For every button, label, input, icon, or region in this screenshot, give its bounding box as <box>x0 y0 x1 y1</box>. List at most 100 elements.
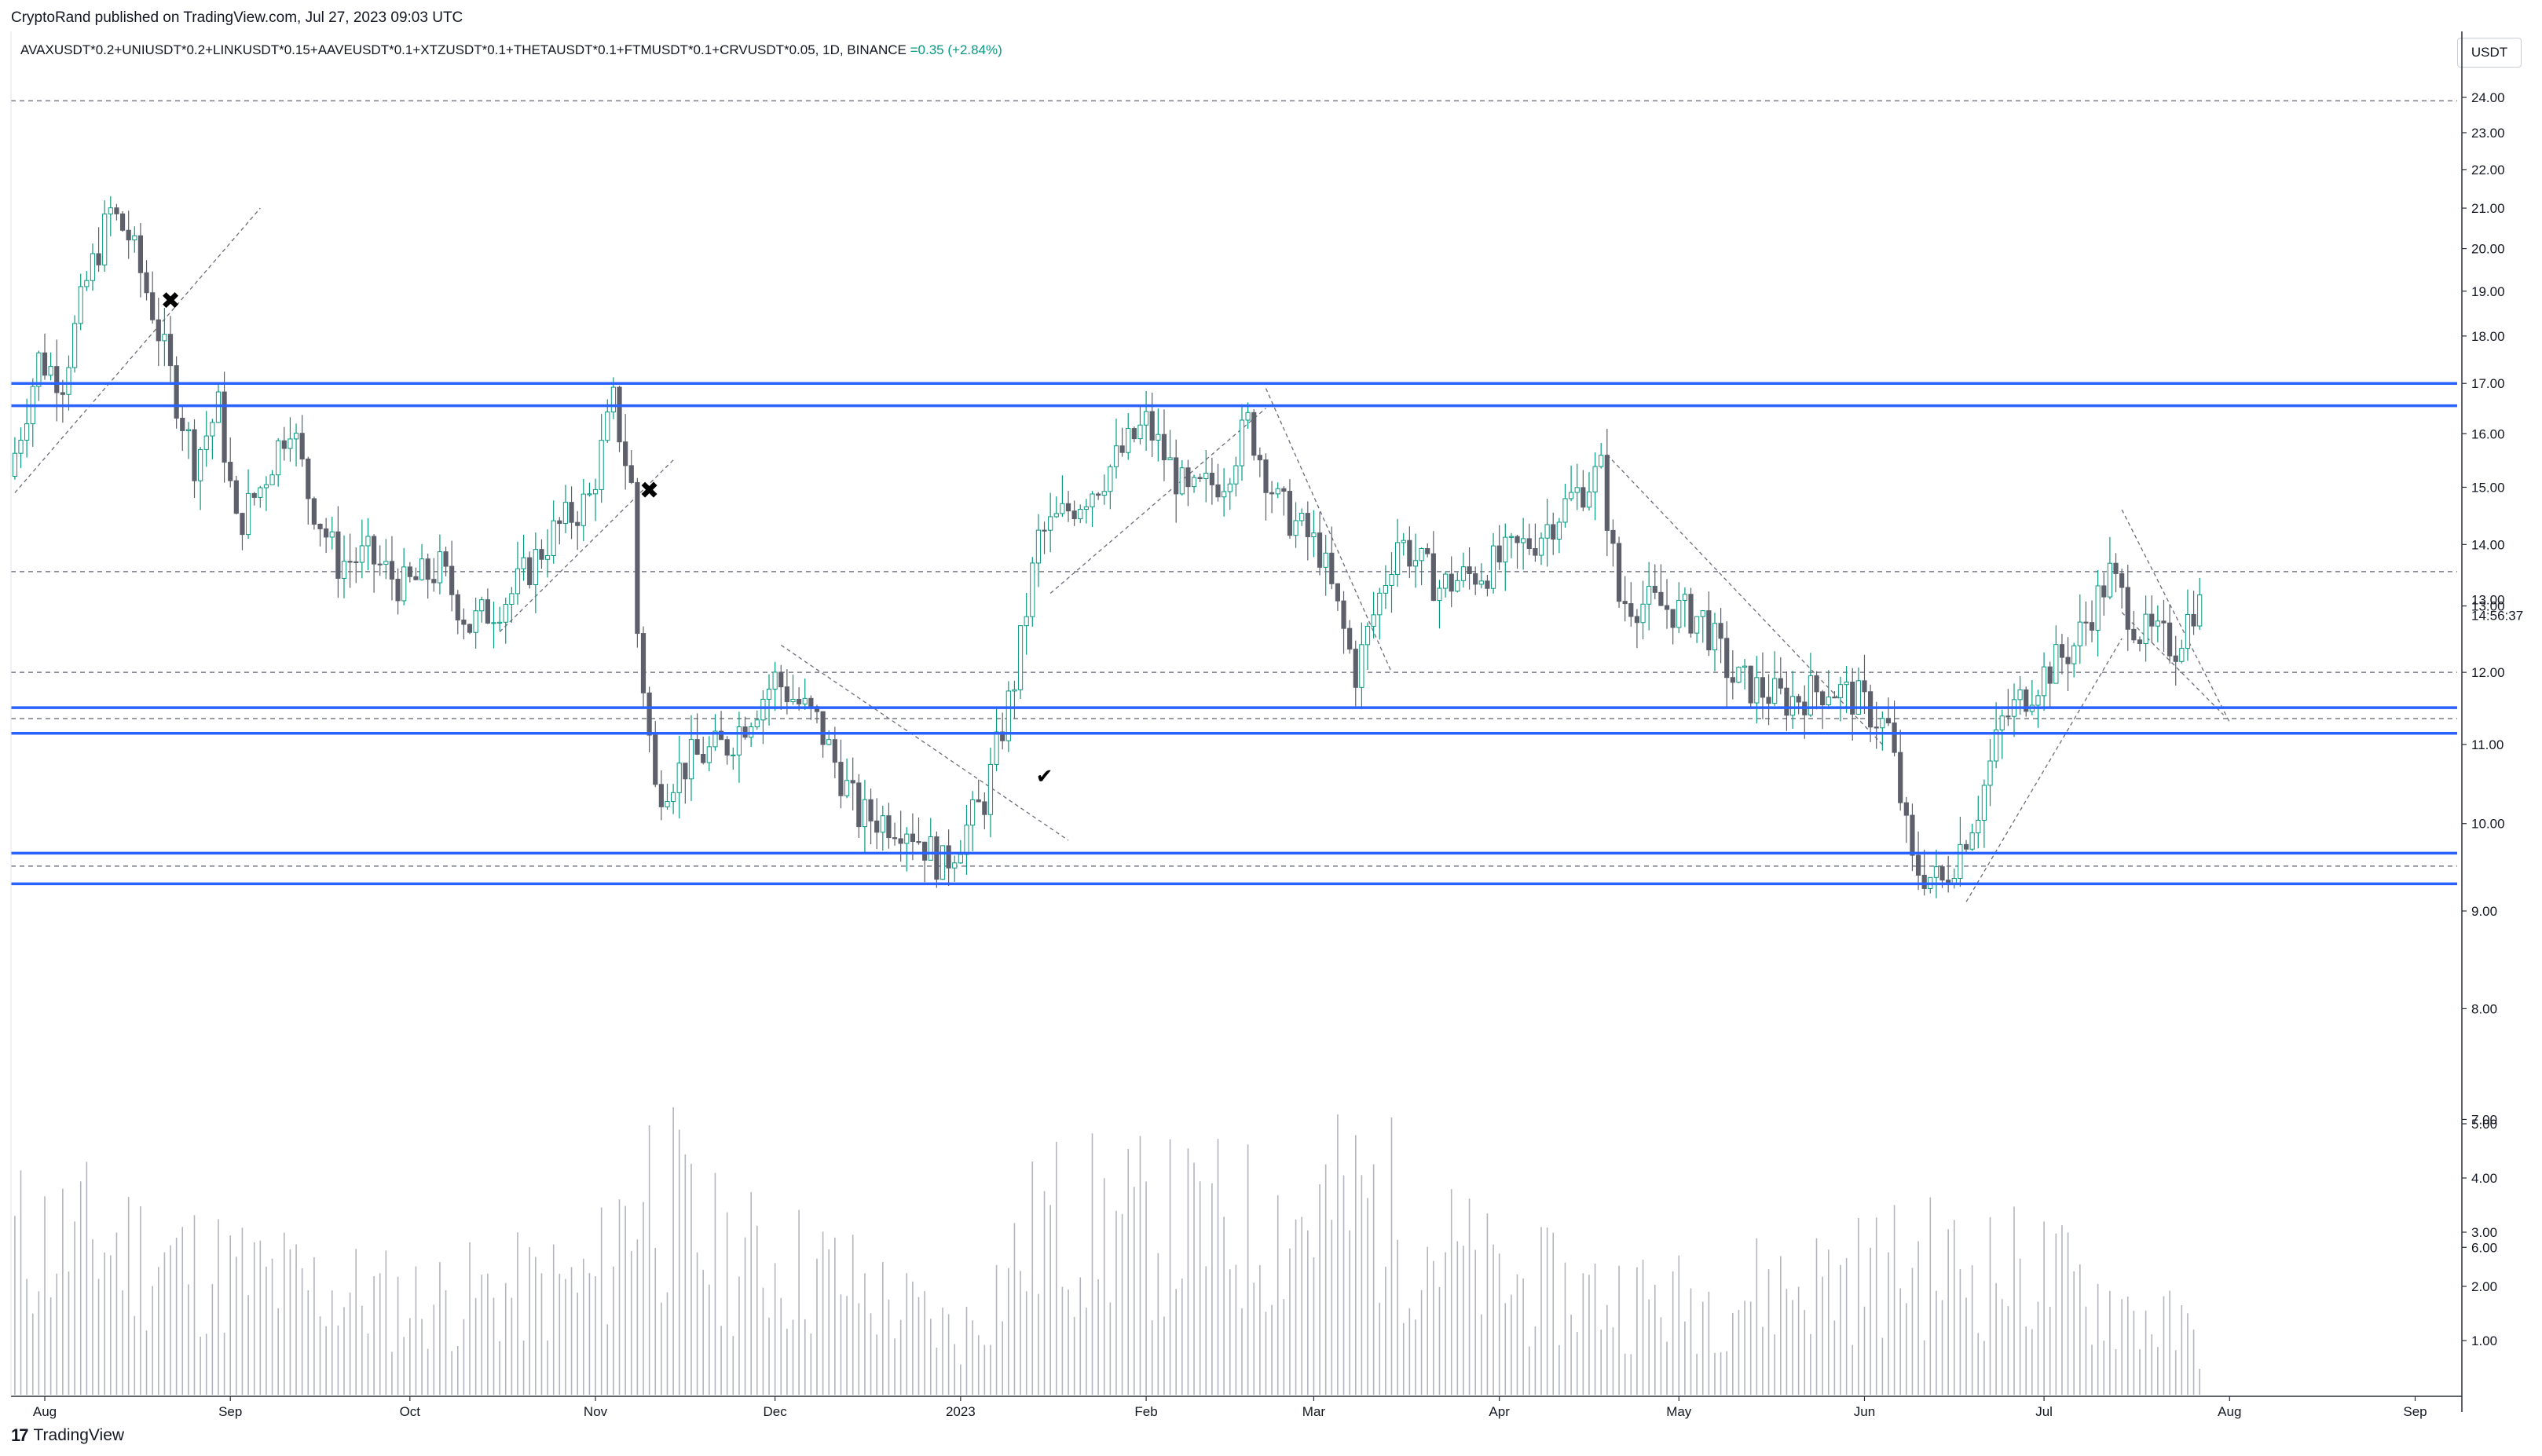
candle-body <box>66 367 71 395</box>
candle <box>1880 712 1885 751</box>
candle-body <box>1383 584 1388 594</box>
candle <box>1191 474 1197 493</box>
candle-body <box>509 593 515 605</box>
candle <box>281 426 287 461</box>
candle-body <box>1251 412 1257 456</box>
candle <box>736 712 742 783</box>
candle-body <box>706 746 712 763</box>
candle <box>1951 869 1957 889</box>
candle-body <box>1880 718 1885 729</box>
drawing-layer <box>14 207 2230 902</box>
candle <box>1185 459 1191 507</box>
candle <box>886 803 892 849</box>
candle-body <box>1060 503 1065 514</box>
candle-body <box>2173 655 2178 662</box>
candle-body <box>1442 573 1449 589</box>
candle <box>802 679 808 710</box>
candle <box>1012 680 1017 719</box>
candle <box>778 664 784 710</box>
candle <box>245 469 251 540</box>
candle-body <box>635 481 640 635</box>
candle <box>1108 464 1113 510</box>
candle <box>167 316 174 382</box>
candle-body <box>886 815 892 839</box>
candle-body <box>443 551 449 567</box>
candle-body <box>1748 665 1753 704</box>
candle-body <box>150 292 156 320</box>
candle-body <box>42 352 48 376</box>
candle <box>2101 573 2107 616</box>
candle <box>1628 582 1634 627</box>
candle-body <box>479 599 485 612</box>
candle <box>1910 803 1915 872</box>
candle <box>1395 518 1401 587</box>
candle <box>365 518 371 571</box>
candle-body <box>1933 866 1939 878</box>
candle-body <box>1209 472 1215 485</box>
candle <box>276 438 281 487</box>
candle-body <box>1574 487 1580 493</box>
candle-body <box>1227 483 1233 492</box>
candle <box>144 260 149 301</box>
candle <box>2179 639 2185 664</box>
candle <box>407 562 412 583</box>
candle-body <box>1395 542 1401 576</box>
candle <box>2083 601 2089 646</box>
candle <box>916 817 921 845</box>
candle <box>1551 512 1556 555</box>
candle-body <box>1526 538 1532 550</box>
trendline <box>1606 454 1883 745</box>
candle <box>1281 486 1287 516</box>
candle <box>1503 523 1508 591</box>
candle <box>377 545 383 576</box>
candle <box>1078 504 1083 524</box>
trendline <box>780 644 1069 841</box>
candle-body <box>54 366 60 393</box>
candle-body <box>1203 472 1209 480</box>
symbol-legend: AVAXUSDT*0.2+UNIUSDT*0.2+LINKUSDT*0.15+A… <box>20 42 1002 58</box>
candle-body <box>461 619 467 625</box>
current-price-label: 13.00 <box>2471 593 2505 608</box>
candle <box>1293 502 1298 548</box>
candle <box>1706 591 1712 657</box>
volume-layer <box>14 1107 2200 1395</box>
currency-button[interactable]: USDT <box>2457 38 2522 68</box>
candle <box>137 223 144 298</box>
candle-body <box>1628 603 1634 617</box>
candle-body <box>1065 503 1071 512</box>
candle-body <box>1760 677 1766 698</box>
candle <box>2071 642 2077 678</box>
candle <box>461 608 467 640</box>
candle-body <box>1789 696 1796 716</box>
candle-body <box>994 731 999 765</box>
candle <box>1060 475 1065 518</box>
candle-body <box>898 838 903 844</box>
candle-body <box>228 462 233 481</box>
candle-body <box>1263 459 1269 493</box>
candle-body <box>605 412 610 441</box>
candle <box>1364 622 1371 670</box>
candle <box>976 779 981 803</box>
candle-body <box>665 801 670 807</box>
candle <box>569 486 574 540</box>
candle <box>425 553 430 599</box>
candle <box>383 539 389 580</box>
candle-body <box>365 536 371 547</box>
candle-body <box>862 799 868 828</box>
candle <box>36 350 42 401</box>
trendline <box>499 459 674 633</box>
candle <box>1556 518 1562 554</box>
tradingview-logo[interactable]: 17 TradingView <box>11 1425 124 1446</box>
price-tick-label: 18.00 <box>2471 329 2505 344</box>
candle <box>1778 657 1783 695</box>
candle <box>108 196 113 236</box>
candle-body <box>1939 866 1945 881</box>
candle <box>2125 565 2130 651</box>
candle-body <box>2125 587 2130 630</box>
price-tick-label: 23.00 <box>2471 126 2505 141</box>
candle <box>491 602 496 649</box>
candle-body <box>1179 467 1185 495</box>
candle-body <box>1533 548 1538 556</box>
candle-body <box>1610 529 1616 544</box>
